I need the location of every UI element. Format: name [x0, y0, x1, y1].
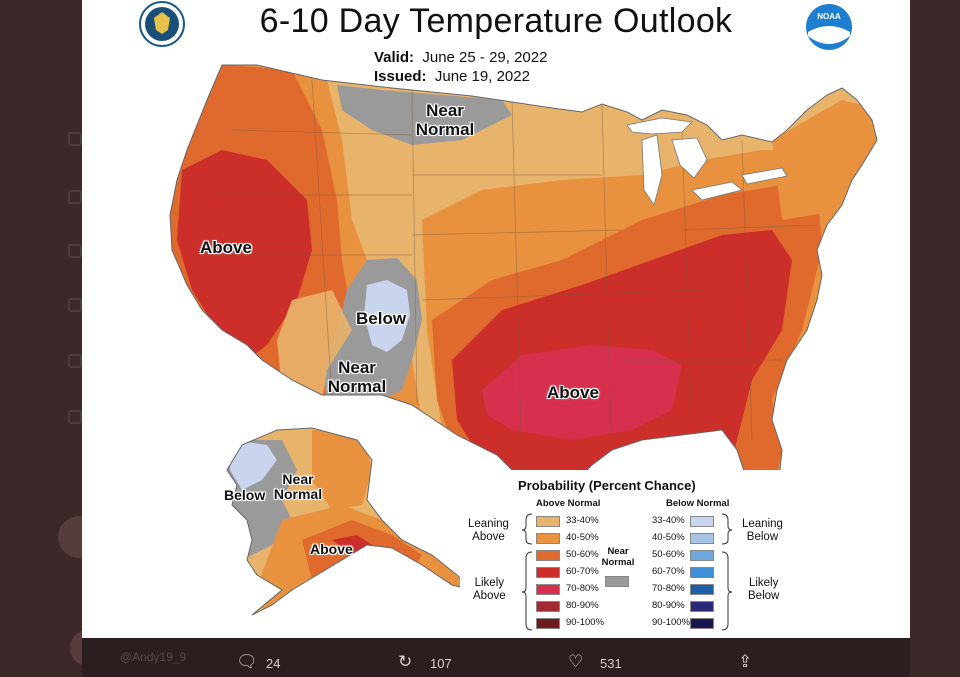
region-label-rockies-below: Below: [356, 309, 407, 328]
map-title: 6-10 Day Temperature Outlook: [259, 2, 733, 40]
right-sidebar-background: [910, 0, 960, 677]
reply-count: 24: [266, 656, 281, 671]
legend-below-item-label: 70-80%: [652, 583, 685, 594]
legend-leaning-below-line1: Leaning: [742, 518, 783, 530]
commerce-seal-icon: [139, 1, 185, 47]
tweet-handle: @Andy19_9: [120, 650, 187, 664]
comment-icon[interactable]: 🗨: [236, 652, 258, 671]
legend-likely-below: Likely Below: [748, 577, 779, 603]
retweet-icon[interactable]: ↻: [398, 652, 413, 671]
left-sidebar-background: [0, 0, 82, 677]
legend-leaning-above: Leaning Above: [468, 518, 509, 544]
region-label-sw-near-normal: Near Normal: [320, 358, 394, 396]
temperature-outlook-map: [169, 64, 878, 616]
legend-below-item-label: 40-50%: [652, 532, 685, 543]
region-label-south-above: Above: [547, 383, 599, 402]
legend-above-item-label: 50-60%: [566, 549, 599, 560]
legend-leaning-below: Leaning Below: [742, 518, 783, 544]
legend-below-item-swatch: [690, 533, 714, 544]
legend-title: Probability (Percent Chance): [518, 478, 696, 493]
heart-icon[interactable]: ♡: [568, 652, 584, 671]
legend-above-item-swatch: [536, 567, 560, 578]
region-label-north-normal: Normal: [415, 120, 475, 139]
legend-below-item-swatch: [690, 567, 714, 578]
legend-above-header: Above Normal: [536, 498, 601, 509]
valid-label: Valid:: [374, 49, 415, 66]
legend-leaning-below-line2: Below: [746, 531, 779, 543]
valid-dates: Valid: June 25 - 29, 2022: [374, 49, 547, 66]
legend-leaning-above-line1: Leaning: [468, 518, 509, 530]
region-label-north-near-normal: Near Normal: [408, 101, 482, 139]
legend-above-item-swatch: [536, 601, 560, 612]
noaa-logo-text: NOAA: [817, 12, 841, 21]
legend-likely-below-line2: Below: [748, 590, 780, 602]
legend-below-item-swatch: [690, 584, 714, 595]
legend-above-item-swatch: [536, 618, 560, 629]
legend-below-item-label: 50-60%: [652, 549, 685, 560]
region-label-ak-above: Above: [310, 541, 353, 557]
legend-near-normal-swatch: [605, 576, 629, 587]
legend-below-item-swatch: [690, 618, 714, 629]
map-legend: Probability (Percent Chance) Above Norma…: [460, 470, 794, 638]
legend-below-item-swatch: [690, 550, 714, 561]
bell-icon: [68, 190, 82, 204]
legend-near-normal-label: Near Normal: [598, 546, 638, 568]
issued-value: June 19, 2022: [434, 68, 530, 85]
legend-below-item-swatch: [690, 601, 714, 612]
legend-below-item-label: 60-70%: [652, 566, 685, 577]
legend-above-item-swatch: [536, 550, 560, 561]
bookmark-icon: [68, 298, 82, 312]
tweet-image-card[interactable]: NOAA 6-10 Day Temperature Outlook Valid:…: [82, 0, 910, 638]
legend-leaning-above-line2: Above: [472, 531, 505, 543]
legend-above-item-label: 60-70%: [566, 566, 599, 577]
legend-above-item-swatch: [536, 584, 560, 595]
region-label-sw-near: Near: [338, 358, 376, 377]
region-label-ak-near: Near: [282, 471, 314, 487]
legend-likely-above: Likely Above: [473, 577, 506, 603]
legend-above-item-label: 40-50%: [566, 532, 599, 543]
retweet-count: 107: [430, 656, 452, 671]
legend-below-item-label: 80-90%: [652, 600, 685, 611]
profile-icon: [68, 410, 82, 424]
share-icon[interactable]: ⇪: [738, 652, 753, 671]
legend-above-item-label: 33-40%: [566, 515, 599, 526]
issued-date: Issued: June 19, 2022: [374, 68, 530, 85]
region-label-north-near: Near: [426, 101, 464, 120]
list-icon: [68, 354, 82, 368]
legend-near-line2: Normal: [601, 557, 635, 568]
region-label-ak-near-normal: Near Normal: [268, 472, 328, 502]
tweet-action-bar: [82, 638, 910, 677]
legend-below-item-label: 33-40%: [652, 515, 685, 526]
region-label-ak-normal: Normal: [273, 486, 323, 502]
legend-likely-above-line2: Above: [473, 590, 506, 602]
legend-above-item-label: 80-90%: [566, 600, 599, 611]
legend-above-item-swatch: [536, 516, 560, 527]
region-label-west-above: Above: [200, 238, 252, 257]
legend-below-item-label: 90-100%: [652, 617, 691, 628]
legend-above-item-swatch: [536, 533, 560, 544]
legend-below-header: Below Normal: [666, 498, 730, 509]
like-count: 531: [600, 656, 622, 671]
legend-near-line1: Near: [607, 546, 629, 557]
legend-below-item-swatch: [690, 516, 714, 527]
noaa-logo-icon: NOAA: [806, 4, 852, 50]
legend-likely-below-line1: Likely: [748, 577, 779, 589]
mail-icon: [68, 244, 82, 258]
legend-likely-above-line1: Likely: [474, 577, 504, 589]
hashtag-icon: [68, 132, 82, 146]
legend-above-item-label: 90-100%: [566, 617, 605, 628]
issued-label: Issued:: [374, 68, 427, 85]
legend-above-item-label: 70-80%: [566, 583, 599, 594]
valid-value: June 25 - 29, 2022: [422, 49, 548, 66]
region-label-ak-below: Below: [224, 487, 266, 503]
region-label-sw-normal: Normal: [327, 377, 387, 396]
